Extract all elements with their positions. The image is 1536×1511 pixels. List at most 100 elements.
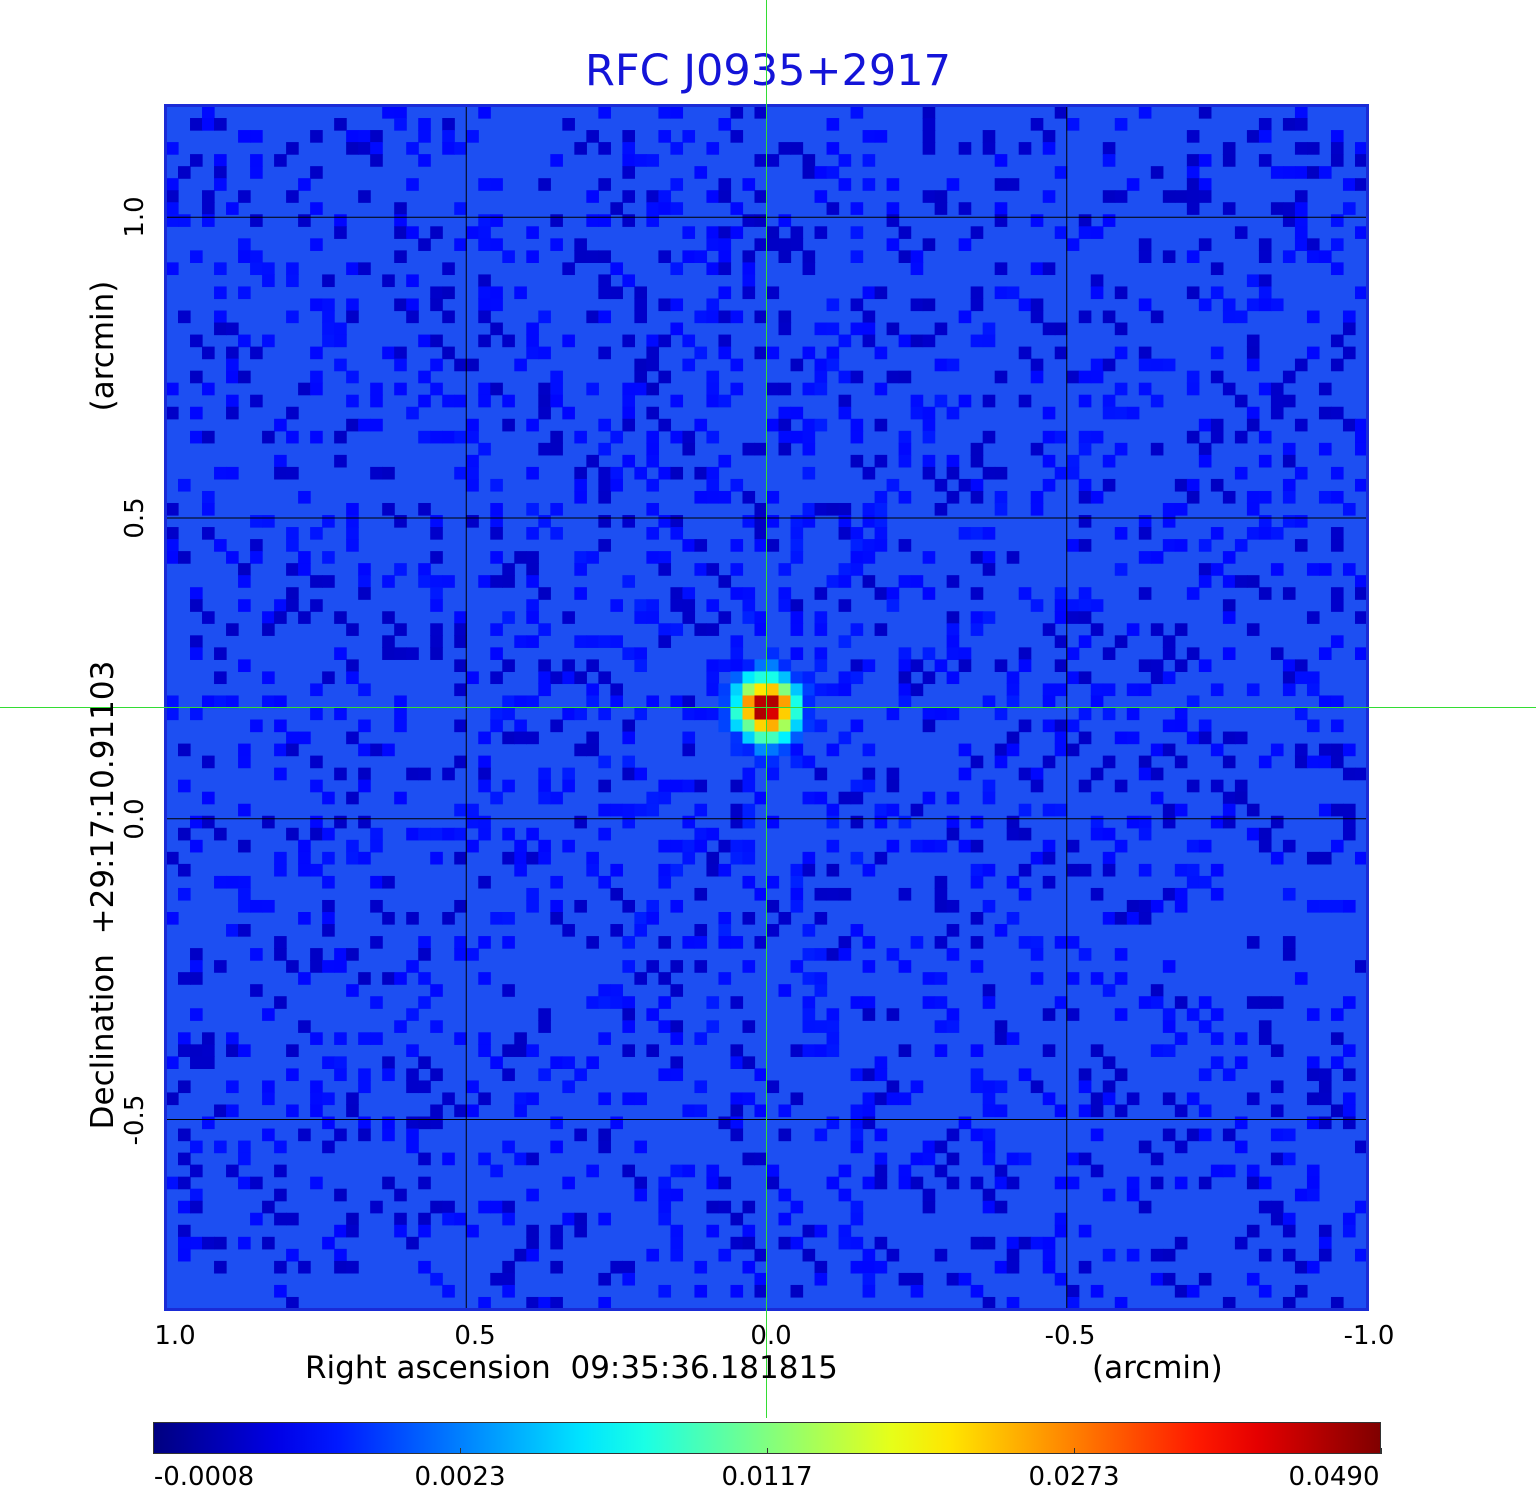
heatmap-cell <box>238 1152 251 1166</box>
heatmap-cell <box>574 466 587 480</box>
heatmap-cell <box>1042 322 1056 336</box>
heatmap-cell <box>550 1056 563 1069</box>
heatmap-cell <box>370 394 383 408</box>
heatmap-cell <box>718 575 732 588</box>
heatmap-cell <box>298 490 311 504</box>
heatmap-cell <box>958 659 972 673</box>
heatmap-cell <box>598 539 611 552</box>
heatmap-cell <box>178 214 191 227</box>
heatmap-cell <box>1282 370 1296 384</box>
heatmap-cell <box>718 334 732 348</box>
heatmap-cell <box>910 1176 924 1190</box>
heatmap-cell <box>454 948 467 961</box>
heatmap-cell <box>1078 1224 1092 1238</box>
heatmap-cell <box>970 454 984 468</box>
heatmap-cell <box>874 527 888 540</box>
heatmap-cell <box>766 875 780 889</box>
heatmap-cell <box>190 250 203 263</box>
heatmap-cell <box>418 575 431 588</box>
heatmap-cell <box>418 948 431 961</box>
heatmap-cell <box>1294 106 1308 119</box>
heatmap-cell <box>418 767 431 781</box>
heatmap-cell <box>802 466 816 480</box>
heatmap-cell <box>550 442 563 456</box>
heatmap-cell <box>1114 1068 1128 1082</box>
heatmap-cell <box>634 370 647 384</box>
heatmap-cell <box>346 418 359 432</box>
heatmap-cell <box>742 875 756 889</box>
heatmap-cell <box>1318 647 1332 660</box>
heatmap-cell <box>730 106 744 119</box>
heatmap-cell <box>1102 1080 1116 1094</box>
heatmap-cell <box>622 1044 635 1057</box>
heatmap-cell <box>694 827 708 841</box>
heatmap-cell <box>346 502 359 516</box>
heatmap-cell <box>334 1068 347 1082</box>
heatmap-cell <box>1054 635 1068 648</box>
heatmap-cell <box>718 695 732 709</box>
heatmap-cell <box>382 466 395 480</box>
heatmap-cell <box>814 322 828 336</box>
heatmap-cell <box>1282 478 1296 492</box>
heatmap-cell <box>1174 1176 1188 1190</box>
heatmap-cell <box>1354 575 1367 588</box>
heatmap-cell <box>1330 635 1344 648</box>
heatmap-cell <box>322 1140 335 1154</box>
heatmap-cell <box>346 394 359 408</box>
heatmap-cell <box>610 1116 623 1130</box>
heatmap-cell <box>262 430 275 444</box>
heatmap-cell <box>886 587 900 600</box>
heatmap-cell <box>718 1116 732 1130</box>
heatmap-cell <box>1054 1224 1068 1238</box>
heatmap-cell <box>1162 190 1176 203</box>
heatmap-cell <box>742 1020 756 1033</box>
heatmap-cell <box>526 695 539 709</box>
heatmap-cell <box>1342 815 1356 829</box>
heatmap-cell <box>790 515 804 528</box>
heatmap-cell <box>1294 515 1308 528</box>
heatmap-cell <box>526 502 539 516</box>
heatmap-cell <box>514 1248 527 1262</box>
heatmap-cell <box>970 611 984 624</box>
heatmap-cell <box>1294 539 1308 552</box>
heatmap-cell <box>1150 442 1164 456</box>
heatmap-cell <box>286 731 299 745</box>
heatmap-cell <box>1198 563 1212 576</box>
heatmap-cell <box>958 478 972 492</box>
heatmap-cell <box>214 322 227 336</box>
heatmap-cell <box>538 779 551 793</box>
heatmap-cell <box>1222 142 1236 155</box>
heatmap-cell <box>1102 984 1116 997</box>
heatmap-cell <box>850 1104 864 1118</box>
heatmap-cell <box>490 214 503 227</box>
heatmap-cell <box>490 515 503 528</box>
heatmap-cell <box>598 1140 611 1154</box>
heatmap-cell <box>1258 527 1272 540</box>
heatmap-cell <box>802 851 816 865</box>
heatmap-cell <box>454 803 467 817</box>
heatmap-cell <box>178 478 191 492</box>
heatmap-cell <box>610 1260 623 1274</box>
heatmap-cell <box>322 875 335 889</box>
heatmap-cell <box>934 478 948 492</box>
heatmap-cell <box>478 310 491 324</box>
heatmap-cell <box>418 972 431 985</box>
heatmap-cell <box>334 118 347 131</box>
heatmap-cell <box>658 791 672 805</box>
heatmap-cell <box>742 1092 756 1106</box>
heatmap-cell <box>514 551 527 564</box>
heatmap-cell <box>1306 1008 1320 1021</box>
heatmap-cell <box>802 346 816 360</box>
heatmap-cell <box>838 1164 852 1178</box>
heatmap-cell <box>346 948 359 961</box>
heatmap-cell <box>778 442 792 456</box>
heatmap-cell <box>430 1068 443 1082</box>
heatmap-cell <box>286 430 299 444</box>
heatmap-cell <box>982 130 996 143</box>
heatmap-cell <box>1186 863 1200 877</box>
heatmap-cell <box>778 984 792 997</box>
heatmap-cell <box>670 527 684 540</box>
heatmap-cell <box>730 1212 744 1226</box>
heatmap-cell <box>1018 863 1032 877</box>
heatmap-cell <box>226 1044 239 1057</box>
